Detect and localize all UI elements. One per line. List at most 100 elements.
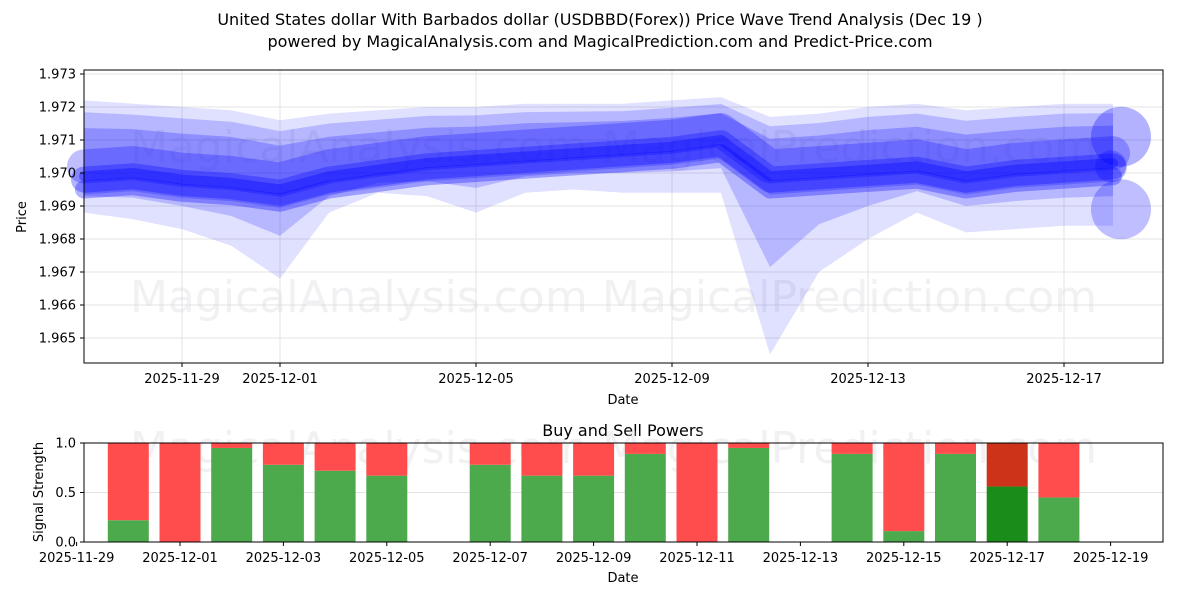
buy-bar — [521, 475, 563, 542]
buy-bar — [314, 470, 356, 542]
price-axes-frame — [83, 69, 1164, 364]
bar-2025-12-05 — [366, 443, 408, 542]
buy-bar — [624, 453, 666, 542]
y-tick-label: 1.968 — [39, 233, 76, 248]
y-tick-label: 1.967 — [39, 266, 76, 281]
x-tick-label: 2025-12-11 — [659, 551, 735, 566]
sell-bar — [159, 443, 201, 542]
bar-2025-11-30 — [107, 443, 149, 542]
x-tick-label: 2025-12-15 — [866, 551, 942, 566]
price-wave-bands — [67, 97, 1151, 355]
watermark: MagicalPrediction.com — [602, 272, 1097, 323]
buy-bar — [728, 447, 770, 542]
x-tick-label: 2025-12-01 — [242, 372, 318, 387]
price-x-label: Date — [607, 393, 638, 408]
bar-2025-12-03 — [262, 443, 304, 542]
sell-bar — [728, 443, 770, 448]
buy-bar — [211, 447, 253, 542]
x-tick-label: 2025-12-05 — [349, 551, 425, 566]
x-tick-label: 2025-12-09 — [556, 551, 632, 566]
sell-bar — [521, 443, 563, 476]
sell-bar — [262, 443, 304, 465]
x-tick-label: 2025-12-05 — [438, 372, 514, 387]
buy-sell-chart: Buy and Sell Powers MagicalAnalysis.com … — [32, 421, 1164, 586]
bar-2025-12-10 — [624, 443, 666, 542]
price-x-axis: 2025-11-29 2025-12-01 2025-12-05 2025-12-09… — [144, 363, 1102, 387]
sell-bar — [883, 443, 925, 532]
bar-2025-12-17 — [986, 443, 1028, 542]
buy-bar — [469, 464, 511, 542]
bar-2025-12-14 — [831, 443, 873, 542]
x-tick-label: 2025-12-13 — [830, 372, 906, 387]
x-tick-label: 2025-12-13 — [763, 551, 839, 566]
buy-bar — [107, 520, 149, 542]
sell-bar — [573, 443, 615, 476]
price-plot-area — [84, 70, 1163, 363]
sell-bar — [211, 443, 253, 448]
y-tick-label: 1.965 — [39, 332, 76, 347]
buy-sell-x-label: Date — [607, 571, 638, 586]
chart-title: United States dollar With Barbados dolla… — [217, 10, 983, 29]
y-tick-label: 1.969 — [39, 200, 76, 215]
buy-sell-x-axis: 2025-11-29 2025-12-01 2025-12-03 2025-12-05… — [39, 542, 1149, 566]
y-tick-label: 1.972 — [39, 101, 76, 116]
buy-bar — [573, 475, 615, 542]
bar-2025-12-18 — [1038, 443, 1080, 542]
sell-bar — [831, 443, 873, 454]
bar-2025-12-15 — [883, 443, 925, 542]
x-tick-label: 2025-12-17 — [1026, 372, 1102, 387]
bar-2025-12-01 — [159, 443, 201, 542]
sell-bar — [676, 443, 718, 542]
buy-bar — [883, 531, 925, 542]
buy-sell-bars — [107, 443, 1080, 542]
x-tick-label: 2025-12-07 — [452, 551, 528, 566]
buy-bar — [935, 453, 976, 542]
buy-sell-y-axis: 0.0 0.5 1.0 — [55, 437, 84, 551]
y-tick-label: 1.966 — [39, 299, 76, 314]
watermark: MagicalAnalysis.com — [130, 122, 588, 173]
sell-bar — [986, 443, 1028, 487]
x-tick-label: 2025-11-29 — [39, 551, 115, 566]
buy-sell-title: Buy and Sell Powers — [542, 421, 704, 440]
x-tick-label: 2025-12-01 — [142, 551, 218, 566]
bar-2025-12-09 — [573, 443, 615, 542]
bar-2025-12-02 — [211, 443, 253, 542]
bar-2025-12-12 — [728, 443, 770, 542]
x-tick-label: 2025-12-09 — [634, 372, 710, 387]
buy-bar — [831, 453, 873, 542]
x-tick-label: 2025-11-29 — [144, 372, 220, 387]
watermark: MagicalAnalysis.com — [130, 272, 588, 323]
price-y-label: Price — [15, 201, 30, 233]
y-tick-label: 0.0 — [55, 536, 76, 551]
y-tick-label: 1.973 — [39, 68, 76, 83]
chart-subtitle: powered by MagicalAnalysis.com and Magic… — [267, 32, 933, 51]
sell-bar — [366, 443, 408, 476]
bar-2025-12-04 — [314, 443, 356, 542]
sell-bar — [314, 443, 356, 471]
y-tick-label: 1.0 — [55, 437, 76, 452]
price-wave-chart: MagicalAnalysis.com MagicalPrediction.co… — [15, 68, 1164, 408]
buy-bar — [262, 464, 304, 542]
bar-2025-12-11 — [676, 443, 718, 542]
y-tick-label: 1.970 — [39, 167, 76, 182]
sell-bar — [624, 443, 666, 454]
x-tick-label: 2025-12-03 — [246, 551, 322, 566]
watermark: MagicalAnalysis.com — [130, 423, 588, 474]
watermark: MagicalPrediction.com — [602, 122, 1097, 173]
price-grid — [84, 70, 1163, 363]
buy-bar — [366, 475, 408, 542]
sell-bar — [1038, 443, 1080, 498]
sell-bar — [107, 443, 149, 521]
buy-bar — [1038, 497, 1080, 542]
bar-2025-12-16 — [935, 443, 976, 542]
bar-2025-12-07 — [469, 443, 511, 542]
buy-sell-y-label: Signal Strength — [32, 442, 47, 542]
y-tick-label: 0.5 — [55, 486, 76, 501]
buy-bar — [986, 486, 1028, 542]
sell-bar — [469, 443, 511, 465]
x-tick-label: 2025-12-19 — [1073, 551, 1149, 566]
y-tick-label: 1.971 — [39, 134, 76, 149]
bar-2025-12-08 — [521, 443, 563, 542]
price-y-axis: 1.965 1.966 1.967 1.968 1.969 1.970 1.971 1.972… — [39, 68, 84, 347]
